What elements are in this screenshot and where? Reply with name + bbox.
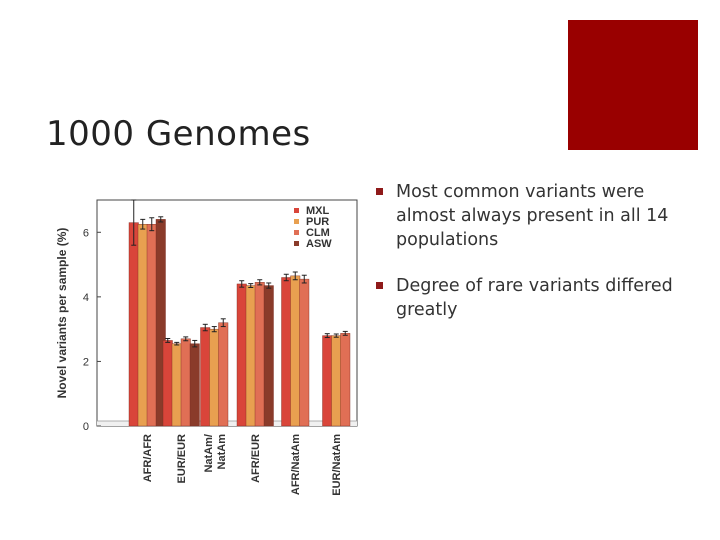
accent-block	[568, 20, 698, 150]
y-tick-label: 6	[83, 227, 89, 239]
legend-label: CLM	[306, 227, 330, 239]
legend-label: PUR	[306, 216, 329, 228]
bullet-item: Most common variants were almost always …	[376, 180, 676, 252]
legend-swatch	[294, 230, 299, 235]
bar	[290, 275, 301, 427]
bar	[299, 278, 310, 427]
bar-chart: 0 2 4 6 Novel variants per sample (%) AFR/AFR…	[55, 199, 358, 496]
x-tick-label: EUR/EUR	[176, 434, 188, 484]
y-tick-label: 4	[83, 292, 89, 304]
bar	[245, 285, 256, 427]
bar	[171, 343, 182, 427]
legend-swatch	[294, 219, 299, 224]
square-bullet-icon	[376, 282, 383, 289]
bar	[180, 338, 191, 427]
bar	[146, 224, 157, 427]
bar	[137, 224, 148, 427]
x-tick-label: NatAm	[216, 434, 228, 470]
bullet-list: Most common variants were almost always …	[376, 180, 676, 344]
x-tick-label: NatAm/	[203, 434, 215, 473]
legend-label: MXL	[306, 205, 330, 217]
legend-label: ASW	[306, 238, 332, 250]
y-tick-label: 2	[83, 356, 89, 368]
bar	[236, 283, 247, 427]
bar	[209, 328, 220, 427]
bar	[322, 335, 333, 427]
legend-swatch	[294, 208, 299, 213]
bar	[331, 335, 342, 427]
bar	[189, 343, 200, 427]
bar	[128, 222, 139, 427]
square-bullet-icon	[376, 188, 383, 195]
y-tick-label: 0	[83, 421, 89, 433]
legend-swatch	[294, 241, 299, 246]
x-tick-label: AFR/EUR	[250, 434, 262, 483]
bar	[254, 282, 265, 427]
x-tick-label: AFR/NatAm	[290, 434, 302, 495]
y-axis-label: Novel variants per sample (%)	[55, 228, 69, 399]
x-tick-label: AFR/AFR	[142, 434, 154, 482]
bullet-text: Most common variants were almost always …	[396, 182, 669, 250]
bar	[200, 327, 211, 427]
slide-title: 1000 Genomes	[46, 114, 311, 154]
bar	[340, 333, 351, 427]
x-tick-label: EUR/NatAm	[331, 434, 343, 496]
bar	[218, 322, 229, 427]
bar	[162, 340, 173, 427]
bar	[263, 285, 274, 427]
bullet-item: Degree of rare variants differed greatly	[376, 274, 676, 322]
bar	[281, 277, 292, 427]
bullet-text: Degree of rare variants differed greatly	[396, 276, 673, 320]
